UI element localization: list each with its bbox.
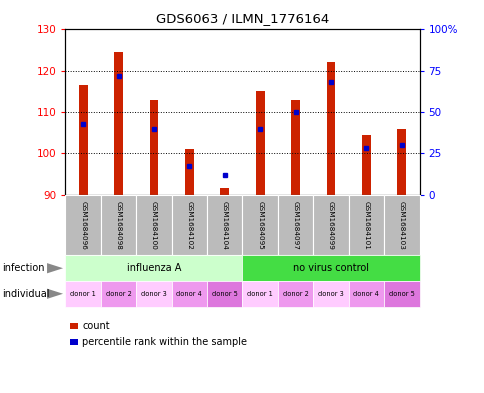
Text: influenza A: influenza A [126, 263, 181, 273]
Bar [114, 52, 123, 195]
Text: GSM1684098: GSM1684098 [115, 200, 121, 250]
Bar [220, 188, 229, 195]
Bar [326, 62, 335, 195]
Text: GSM1684104: GSM1684104 [221, 200, 227, 250]
Text: donor 3: donor 3 [318, 291, 343, 297]
Text: infection: infection [2, 263, 45, 273]
Bar [78, 85, 88, 195]
Bar [184, 149, 194, 195]
Text: GSM1684099: GSM1684099 [327, 200, 333, 250]
Text: donor 1: donor 1 [70, 291, 96, 297]
Bar [255, 91, 264, 195]
Text: count: count [82, 321, 110, 331]
Text: donor 4: donor 4 [176, 291, 202, 297]
Text: GSM1684095: GSM1684095 [257, 200, 263, 250]
Text: donor 5: donor 5 [212, 291, 237, 297]
Text: GSM1684103: GSM1684103 [398, 200, 404, 250]
Text: GSM1684096: GSM1684096 [80, 200, 86, 250]
Text: percentile rank within the sample: percentile rank within the sample [82, 337, 247, 347]
Bar [396, 129, 406, 195]
Text: donor 5: donor 5 [388, 291, 414, 297]
Text: donor 4: donor 4 [353, 291, 378, 297]
Text: GSM1684100: GSM1684100 [151, 200, 157, 250]
Text: individual: individual [2, 289, 50, 299]
Text: GSM1684097: GSM1684097 [292, 200, 298, 250]
Text: donor 3: donor 3 [141, 291, 166, 297]
Bar [149, 99, 158, 195]
Text: donor 2: donor 2 [282, 291, 308, 297]
Text: no virus control: no virus control [292, 263, 368, 273]
Text: GSM1684101: GSM1684101 [363, 200, 369, 250]
Text: donor 1: donor 1 [247, 291, 272, 297]
Bar [290, 99, 300, 195]
Bar [361, 135, 370, 195]
Text: donor 2: donor 2 [106, 291, 131, 297]
Text: GDS6063 / ILMN_1776164: GDS6063 / ILMN_1776164 [155, 12, 329, 25]
Text: GSM1684102: GSM1684102 [186, 200, 192, 250]
